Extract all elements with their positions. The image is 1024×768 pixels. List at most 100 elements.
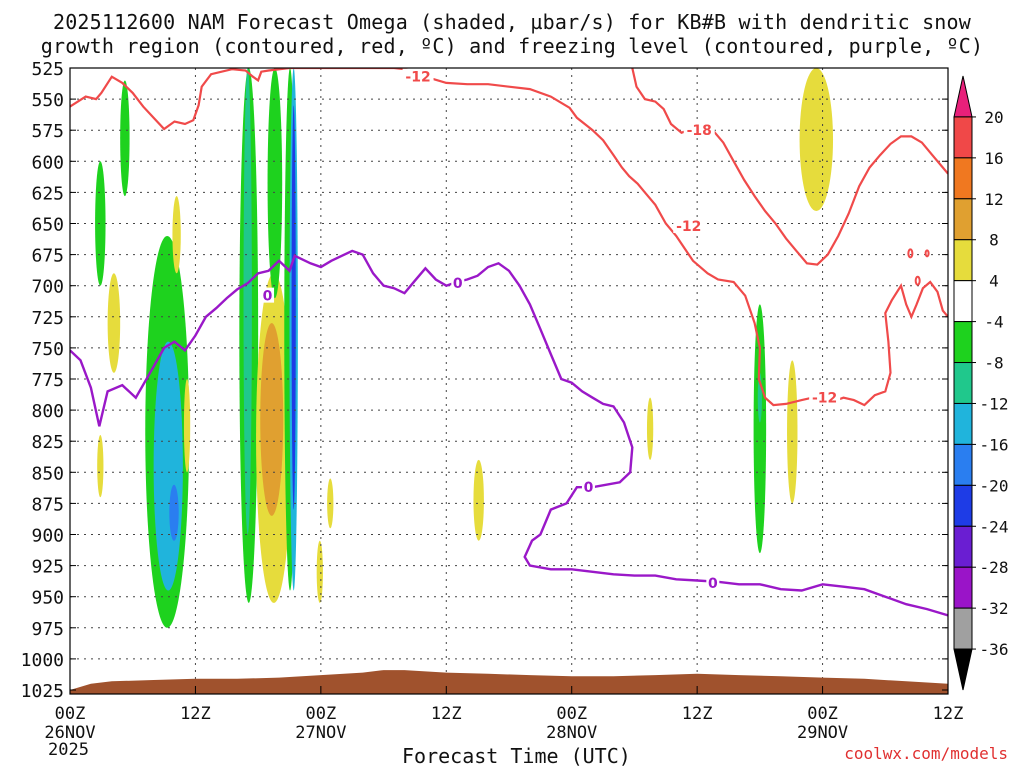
colorbar-label: -36 — [980, 640, 1009, 659]
y-tick-label: 1025 — [21, 681, 64, 702]
y-tick-label: 950 — [31, 588, 64, 609]
freezing-label: 0 — [263, 289, 273, 305]
y-tick-label: 875 — [31, 494, 64, 515]
y-tick-label: 625 — [31, 183, 64, 204]
dgz-label-bg — [673, 217, 705, 233]
colorbar-bin-10 — [953, 484, 973, 527]
colorbar-bin-6 — [953, 321, 973, 364]
x-tick-label: 12Z — [933, 704, 964, 724]
x-axis-title: Forecast Time (UTC) — [402, 744, 631, 768]
freezing-label-bg — [581, 479, 595, 495]
colorbar-label: -8 — [984, 354, 1003, 373]
x-tick-date-label: 27NOV — [295, 723, 346, 743]
colorbar-bin-7 — [953, 362, 973, 404]
colorbar-bin-9 — [953, 443, 973, 486]
y-tick-label: 600 — [31, 152, 64, 173]
x-tick-date-label: 26NOV — [44, 723, 95, 743]
y-tick-label: 750 — [31, 339, 64, 360]
freezing-label-bg — [261, 287, 275, 303]
omega-region-1 — [95, 161, 106, 286]
colorbar-bin-3 — [953, 198, 973, 241]
dgz-label-bg — [683, 122, 715, 138]
colorbar: 20 16 12 8 4 -4 -8 -12 -16 -20 -24 -28 -32 -36 — [953, 75, 1009, 691]
colorbar-label: -20 — [980, 476, 1009, 495]
dgz-label: -12 — [405, 70, 430, 86]
x-tick-date-label: 29NOV — [797, 723, 848, 743]
omega-region-6 — [169, 484, 179, 541]
y-tick-label: 725 — [31, 308, 64, 329]
omega-region-0 — [120, 80, 130, 197]
omega-region-23 — [787, 360, 798, 504]
colorbar-label: -12 — [980, 394, 1009, 413]
colorbar-label: 16 — [984, 149, 1003, 168]
colorbar-bin-12 — [953, 566, 973, 609]
credit-link[interactable]: coolwx.com/models — [844, 744, 1008, 763]
omega-shading-layer — [95, 68, 834, 628]
contour-label-layer: 0 0 0 0 -12 -12 -12 -18 — [261, 68, 841, 592]
colorbar-label: 12 — [984, 190, 1003, 209]
colorbar-bottom-arrow — [953, 648, 973, 691]
dgz-small-contour — [924, 249, 930, 258]
freezing-label: 0 — [453, 276, 463, 292]
y-tick-label: 825 — [31, 432, 64, 453]
omega-region-20 — [646, 397, 654, 460]
colorbar-label: 4 — [989, 272, 999, 291]
x-axis-year: 2025 — [48, 740, 89, 760]
y-tick-label: 900 — [31, 526, 64, 547]
chart-title-line-1: 2025112600 NAM Forecast Omega (shaded, µ… — [52, 10, 972, 34]
dgz-label-bg — [402, 68, 434, 84]
contour-layer — [70, 68, 948, 617]
x-tick-label: 00Z — [55, 704, 86, 724]
y-tick-label: 550 — [31, 90, 64, 111]
dgz-label: -18 — [687, 123, 712, 139]
omega-region-10 — [243, 68, 252, 535]
dgz-label: -12 — [676, 219, 701, 235]
y-tick-label: 925 — [31, 557, 64, 578]
colorbar-label: 8 — [989, 231, 999, 250]
y-tick-label: 850 — [31, 463, 64, 484]
colorbar-bin-8 — [953, 402, 973, 445]
terrain-layer — [70, 670, 948, 694]
freezing-label-bg — [451, 275, 465, 291]
y-tick-label: 650 — [31, 215, 64, 236]
freezing-label: 0 — [584, 480, 594, 496]
dgz-small-contour — [914, 275, 921, 286]
omega-region-7 — [172, 196, 181, 274]
terrain-fill — [70, 670, 948, 694]
axes-layer: 525 550 575 600 625 650 675 700 725 750 775 800 825 8… — [21, 59, 964, 743]
omega-region-19 — [473, 459, 484, 541]
y-tick-label: 575 — [31, 121, 64, 142]
colorbar-bin-1 — [953, 116, 973, 159]
colorbar-label: -24 — [980, 517, 1009, 536]
y-tick-label: 525 — [31, 59, 64, 80]
colorbar-bin-2 — [953, 157, 973, 200]
freezing-level-contour — [70, 249, 948, 617]
colorbar-bin-13 — [953, 607, 973, 650]
omega-region-2 — [107, 273, 121, 373]
omega-region-24 — [799, 68, 834, 212]
omega-region-3 — [97, 434, 104, 498]
omega-region-12 — [260, 323, 284, 516]
freezing-label-bg — [706, 575, 720, 591]
colorbar-label: -32 — [980, 599, 1009, 618]
y-tick-label: 1000 — [21, 650, 64, 671]
dgz-small-contour — [907, 248, 914, 259]
dgz-contour-minus12 — [70, 68, 948, 407]
omega-region-21 — [753, 304, 767, 554]
y-tick-label: 975 — [31, 619, 64, 640]
x-tick-label: 12Z — [180, 704, 211, 724]
x-tick-label: 00Z — [807, 704, 838, 724]
colorbar-top-arrow — [953, 75, 973, 118]
omega-region-13 — [267, 68, 283, 299]
colorbar-bin-4 — [953, 239, 973, 282]
y-tick-label: 675 — [31, 246, 64, 267]
y-tick-label: 700 — [31, 277, 64, 298]
freezing-label: 0 — [708, 576, 718, 592]
x-tick-label: 00Z — [556, 704, 587, 724]
omega-region-16 — [291, 105, 296, 510]
y-tick-label: 775 — [31, 370, 64, 391]
colorbar-bin-5 — [953, 280, 973, 323]
y-tick-label: 800 — [31, 401, 64, 422]
dgz-label-bg — [809, 389, 841, 405]
